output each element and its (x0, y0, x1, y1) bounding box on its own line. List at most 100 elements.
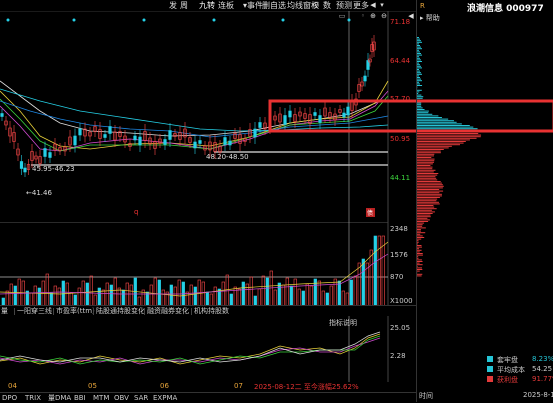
candlestick (24, 163, 27, 177)
volume-bar (106, 283, 109, 306)
chip-bar (417, 192, 439, 193)
toolbar-item-jiuzhuan[interactable]: 九转 (199, 0, 215, 11)
chip-bar (417, 151, 441, 152)
legend-avgcost-value: 54.25 (532, 365, 552, 373)
volume-bar (358, 263, 361, 306)
panel-r-icon[interactable]: R (420, 2, 425, 10)
chip-bar (417, 53, 421, 54)
chip-bar (417, 232, 425, 233)
candlestick (59, 143, 62, 155)
month-06: 06 (160, 382, 169, 390)
candlestick (17, 143, 20, 161)
chip-bar (417, 181, 441, 182)
volume-bar (278, 283, 281, 306)
candlestick (144, 124, 147, 148)
chip-bar (417, 173, 438, 174)
volume-bar (54, 286, 57, 306)
toolbar-item-more[interactable]: 更多 (353, 0, 369, 11)
volume-chart[interactable]: 2348 1576 870 X1000 (0, 222, 416, 306)
volume-bar (222, 282, 225, 306)
chip-bar (417, 51, 420, 52)
chip-bar (417, 47, 421, 48)
month-05: 05 (88, 382, 97, 390)
volume-bar (82, 281, 85, 306)
chip-bar (417, 127, 473, 128)
candlestick (319, 109, 322, 129)
chip-bar (417, 39, 420, 40)
chip-bar (417, 42, 422, 43)
chip-bar (417, 72, 421, 73)
annotation-mid-range: 48.20-48.50 (206, 153, 249, 161)
volume-bar (302, 291, 305, 306)
volume-bars (2, 236, 385, 306)
volume-bar (194, 287, 197, 306)
toolbar-item-lianban[interactable]: 连板 (218, 0, 234, 11)
chip-bar (417, 82, 419, 83)
volume-bar (330, 286, 333, 306)
chip-bar (417, 235, 423, 236)
price-tick-1: 71.18 (390, 18, 410, 26)
chip-bar (417, 45, 420, 46)
volume-bar (158, 280, 161, 306)
chip-bar (417, 117, 442, 118)
toolbar-item-event[interactable]: ▾事件 (243, 0, 263, 11)
indicator-chart[interactable]: 指标说明 25.05 2.28 (0, 316, 416, 382)
date-highlight: 2025-08-12二 至今涨幅25.62% (254, 382, 359, 392)
volume-tick-2: 1576 (390, 251, 408, 259)
chip-bar (417, 175, 437, 176)
chip-bar (417, 200, 436, 201)
chip-bar (417, 106, 421, 107)
chip-bar (417, 154, 434, 155)
chip-bar (417, 75, 419, 76)
annotation-low-range: 45.95-46.23 (32, 165, 75, 173)
chip-bar (417, 227, 426, 228)
candlestick (49, 147, 52, 163)
chip-bar (417, 264, 423, 265)
chip-bar (417, 184, 443, 185)
indicator-help[interactable]: 指标说明 (329, 318, 357, 327)
camera-icon[interactable]: ◎ (312, 1, 320, 9)
toolbar-item-fa[interactable]: 发 (169, 0, 177, 11)
volume-bar (190, 285, 193, 306)
chip-bar (417, 271, 420, 272)
toolbar-item-ma[interactable]: 均线 (287, 0, 303, 11)
dropdown-icon[interactable]: ▾ (378, 1, 386, 9)
volume-bar (6, 291, 9, 306)
candlestick (351, 94, 354, 118)
candlestick (74, 129, 77, 153)
kline-chart[interactable]: 45.95-46.23 48.20-48.50 ←41.46 q 债 71.18… (0, 11, 416, 222)
annotation-min-price: ←41.46 (26, 189, 52, 197)
volume-bar (214, 287, 217, 306)
chip-bar (417, 197, 440, 198)
volume-bar (178, 280, 181, 306)
volume-bar (286, 278, 289, 306)
candlestick (279, 107, 282, 129)
candlestick (343, 108, 346, 122)
chip-bar (417, 135, 481, 136)
volume-bar (342, 291, 345, 306)
chip-bar (417, 224, 423, 225)
volume-bar (238, 289, 241, 306)
chip-bar (417, 120, 454, 121)
chip-bar (417, 275, 422, 276)
volume-bar (34, 286, 37, 306)
toolbar-item-shu[interactable]: 数 (323, 0, 331, 11)
chip-bar (417, 139, 470, 140)
chip-bar (417, 189, 439, 190)
chip-bar (417, 267, 422, 268)
time-label: 时间 (419, 391, 433, 401)
toolbar-item-zhou[interactable]: 周 (180, 0, 188, 11)
volume-bar (274, 290, 277, 306)
candlestick (174, 129, 177, 141)
chip-bar (417, 63, 419, 64)
chip-bar (417, 210, 432, 211)
chip-bar (417, 211, 435, 212)
volume-bar (250, 277, 253, 306)
chip-bar (417, 178, 436, 179)
toolbar-item-remove-watchlist[interactable]: 删自选 (262, 0, 286, 11)
chip-bar (417, 218, 427, 219)
toolbar-item-forecast[interactable]: 预测 (336, 0, 352, 11)
candlestick (5, 116, 8, 130)
chip-bar (417, 231, 421, 232)
prev-icon[interactable]: ◀ (369, 1, 377, 9)
